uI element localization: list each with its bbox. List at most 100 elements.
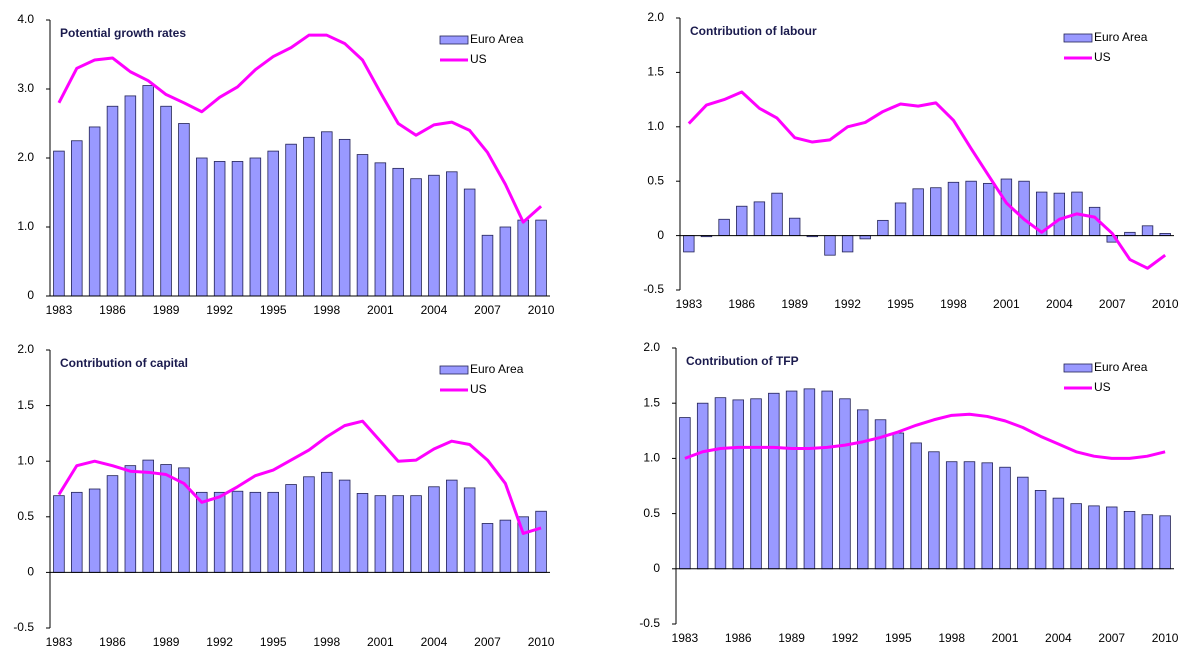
y-tick-label: 2.0	[17, 150, 34, 164]
bar	[679, 417, 691, 570]
line	[57, 419, 542, 535]
bar	[683, 235, 695, 253]
bar	[1088, 505, 1100, 570]
bar	[771, 192, 783, 236]
x-tick-label: 1992	[206, 303, 233, 317]
legend-label: US	[470, 382, 487, 396]
bar	[1106, 506, 1118, 570]
bar	[892, 432, 905, 570]
bar	[178, 123, 190, 297]
bar	[303, 136, 315, 297]
bar	[142, 459, 154, 573]
x-tick-label: 1983	[675, 297, 702, 311]
bar	[983, 182, 995, 237]
legend-label: Euro Area	[1094, 360, 1148, 374]
legend-label: US	[1094, 50, 1111, 64]
x-tick-label: 2010	[1152, 631, 1179, 645]
bar	[196, 157, 208, 297]
legend-swatch	[1063, 363, 1093, 373]
y-tick-label: 3.0	[17, 81, 34, 95]
chart-title: Potential growth rates	[60, 26, 186, 40]
x-tick-label: 1989	[153, 303, 180, 317]
bar	[965, 180, 977, 236]
x-tick-label: 2010	[528, 303, 555, 317]
bar	[499, 226, 512, 297]
bar	[714, 397, 727, 570]
x-tick-label: 1995	[887, 297, 914, 311]
bar	[392, 167, 404, 297]
y-tick-label: 0	[657, 228, 664, 242]
x-tick-label: 1989	[153, 635, 180, 649]
bar	[874, 419, 887, 570]
y-tick-label: 2.0	[643, 340, 660, 354]
bar	[928, 451, 940, 570]
bar	[517, 219, 529, 297]
bar	[481, 234, 494, 297]
line	[687, 90, 1167, 270]
x-tick-label: 1983	[46, 635, 73, 649]
bar	[857, 409, 869, 570]
legend-label: US	[1094, 380, 1111, 394]
y-tick-label: 1.5	[647, 65, 664, 79]
bar	[1070, 503, 1082, 570]
y-tick-label: 0.5	[643, 506, 660, 520]
bar	[356, 493, 369, 573]
bar	[53, 150, 65, 297]
legend-swatch	[439, 35, 469, 45]
x-tick-label: 1998	[313, 303, 340, 317]
bar	[106, 475, 119, 573]
bar	[213, 161, 226, 297]
legend-label: Euro Area	[1094, 30, 1148, 44]
bar	[338, 479, 351, 573]
y-tick-label: -0.5	[639, 616, 660, 630]
chart-title: Contribution of labour	[690, 24, 817, 38]
x-tick-label: 1992	[834, 297, 861, 311]
y-tick-label: 1.0	[647, 119, 664, 133]
x-tick-label: 1992	[832, 631, 859, 645]
x-tick-label: 1998	[313, 635, 340, 649]
bar	[463, 188, 476, 297]
bar	[463, 487, 476, 573]
bar	[535, 510, 547, 573]
legend-swatch	[1063, 33, 1093, 43]
x-tick-label: 1995	[260, 303, 287, 317]
bar	[71, 140, 83, 297]
x-tick-label: 2004	[1045, 631, 1072, 645]
bar	[947, 181, 960, 236]
bar	[821, 390, 833, 570]
legend-label: US	[470, 52, 487, 66]
y-tick-label: 0	[653, 561, 660, 575]
y-tick-label: 2.0	[17, 342, 34, 356]
x-tick-label: 1989	[781, 297, 808, 311]
bar	[736, 205, 748, 236]
y-tick-label: 1.0	[643, 451, 660, 465]
x-tick-label: 2004	[1046, 297, 1073, 311]
y-tick-label: -0.5	[643, 282, 664, 296]
bar	[481, 523, 494, 573]
x-tick-label: 2001	[367, 635, 394, 649]
bar	[1141, 514, 1154, 570]
bar	[1159, 515, 1171, 570]
bar	[446, 171, 458, 297]
bar	[142, 85, 154, 297]
bar	[535, 219, 547, 297]
bar	[196, 491, 208, 573]
x-tick-label: 2010	[528, 635, 555, 649]
x-tick-label: 1992	[206, 635, 233, 649]
bar	[124, 95, 137, 297]
bar	[410, 495, 422, 573]
bar	[1018, 180, 1030, 236]
bar	[824, 235, 836, 256]
bar	[392, 495, 404, 573]
bar	[410, 178, 422, 297]
y-tick-label: 4.0	[17, 12, 34, 26]
bar	[499, 519, 512, 573]
bar	[785, 390, 798, 570]
bar	[267, 150, 279, 297]
line	[57, 33, 543, 224]
bar	[1123, 510, 1136, 570]
bar	[356, 154, 369, 297]
bar	[249, 491, 262, 573]
y-tick-label: 1.5	[17, 398, 34, 412]
